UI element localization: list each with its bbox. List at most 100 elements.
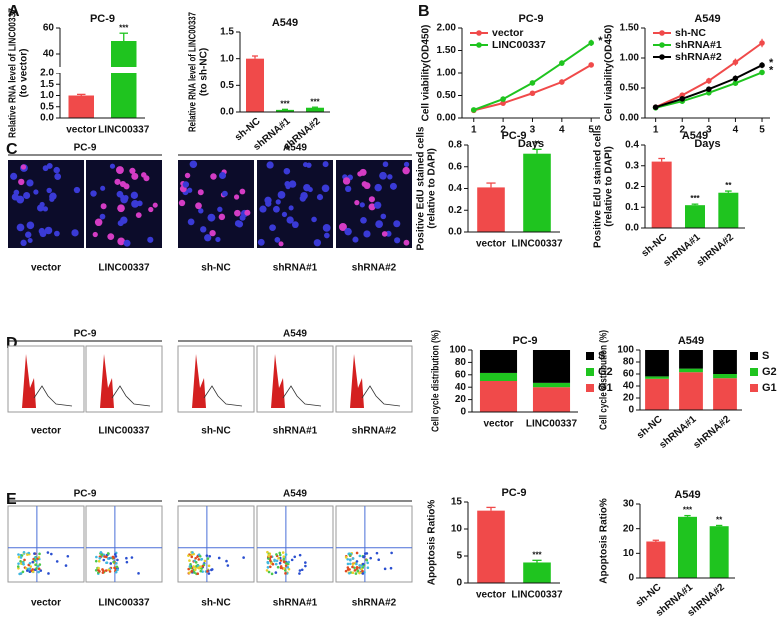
nucleus (311, 216, 317, 223)
legend-label: vector (492, 27, 524, 39)
y-axis-label: Cell cycle distribution (%) (431, 330, 442, 432)
chart-title: PC-9 (501, 487, 526, 499)
y-tick-label: 30 (623, 499, 635, 510)
event (348, 558, 352, 561)
significance: *** (310, 97, 320, 106)
micrograph (178, 160, 254, 248)
y-tick-label: 1.00 (620, 53, 640, 64)
nucleus (23, 191, 31, 200)
y-tick-label: 40 (623, 381, 635, 392)
chart-title: A549 (682, 130, 708, 142)
event (94, 568, 98, 572)
y-tick-label: 1.5 (220, 27, 234, 38)
y-axis-label: Apoptosis Ratio% (427, 500, 438, 586)
event (346, 557, 349, 561)
event (279, 559, 283, 562)
event (23, 558, 26, 562)
image-label: LINC00337 (98, 263, 150, 274)
nucleus (27, 238, 33, 244)
event (116, 558, 119, 562)
bar (477, 187, 505, 232)
event (190, 555, 194, 559)
nucleus (20, 164, 27, 170)
event (17, 562, 20, 565)
event (271, 562, 275, 566)
event (349, 562, 352, 566)
legend-label: G1 (762, 382, 777, 394)
nucleus (342, 177, 351, 185)
y-tick-label: 100 (617, 345, 634, 356)
event (225, 559, 228, 563)
y-axis-label: Positive EdU stained cells (593, 125, 604, 248)
flow-scatter (256, 505, 334, 583)
point (759, 40, 765, 46)
group-label: A549 (283, 143, 307, 154)
point (652, 104, 659, 110)
event (46, 551, 50, 554)
event (274, 571, 278, 574)
event (34, 563, 38, 567)
bar-segment (479, 381, 518, 412)
nucleus (286, 216, 294, 224)
nucleus (129, 167, 136, 175)
nucleus (131, 200, 139, 208)
x-tick-label: LINC00337 (98, 125, 150, 136)
event (363, 552, 367, 555)
nucleus (120, 195, 128, 204)
event (38, 563, 42, 566)
flow-histogram (85, 345, 163, 413)
histogram-fit (111, 385, 151, 407)
event (130, 556, 134, 559)
y-tick-label: 0.00 (437, 113, 457, 124)
event (275, 559, 279, 563)
histogram-peak (350, 354, 364, 408)
legend-swatch (586, 352, 594, 360)
y-tick-label: 1.50 (437, 45, 457, 56)
nucleus (239, 214, 246, 221)
nucleus (236, 220, 244, 228)
point (759, 62, 765, 68)
nucleus (107, 233, 115, 241)
nucleus (39, 230, 47, 238)
event (279, 566, 283, 570)
nucleus (244, 209, 251, 216)
panel-label: B (418, 3, 430, 20)
event (283, 569, 287, 572)
image-label: vector (31, 426, 61, 437)
nucleus (44, 226, 53, 235)
event (268, 565, 272, 569)
nucleus (359, 202, 365, 208)
event (358, 571, 361, 575)
x-tick-label: vector (66, 125, 96, 136)
nucleus (389, 182, 397, 190)
series-line (473, 42, 592, 111)
event (287, 567, 291, 571)
nucleus (54, 173, 62, 180)
bar-segment (713, 378, 737, 410)
event (210, 568, 213, 572)
nucleus (234, 209, 241, 217)
event (193, 568, 197, 572)
nucleus (10, 172, 18, 180)
event (101, 571, 105, 574)
event (265, 569, 269, 572)
nucleus (291, 221, 299, 229)
nucleus (218, 171, 227, 179)
nucleus (277, 191, 286, 199)
point (732, 75, 739, 82)
nucleus (257, 238, 265, 246)
y-tick-label: 0.00 (620, 113, 640, 124)
event (203, 559, 207, 563)
nucleus (16, 223, 25, 232)
y-tick-label: 60 (455, 369, 467, 380)
legend-swatch (750, 352, 758, 360)
event (282, 567, 286, 570)
image-label: sh-NC (201, 263, 230, 274)
nucleus (187, 218, 195, 226)
bar (68, 95, 94, 118)
y-tick-label: 40 (455, 382, 467, 393)
event (187, 567, 190, 571)
event (194, 561, 198, 564)
nucleus (189, 160, 198, 169)
nucleus (363, 230, 371, 238)
